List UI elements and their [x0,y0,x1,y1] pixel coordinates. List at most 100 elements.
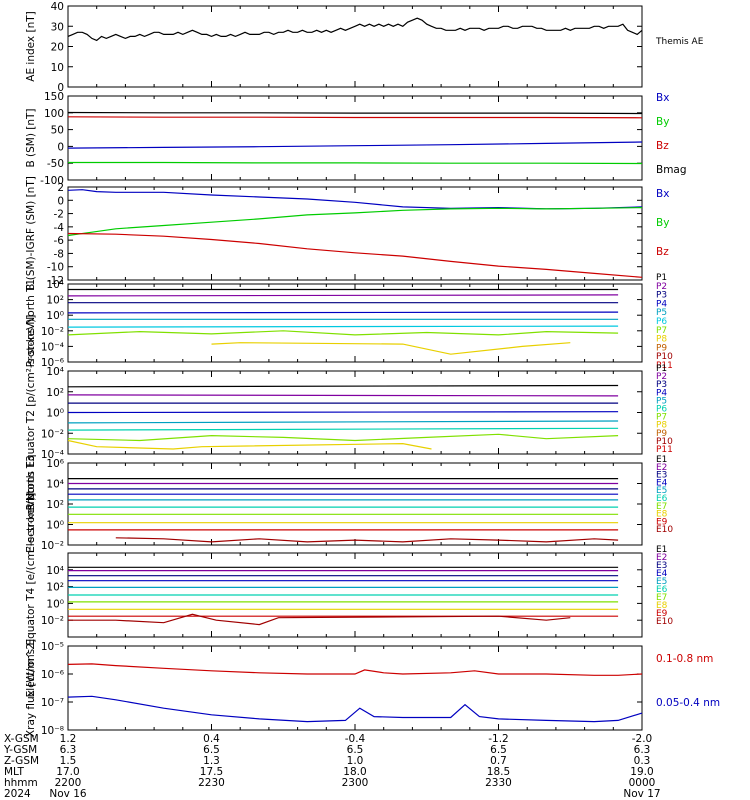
x-row-value: 1.5 [60,755,77,767]
x-row-value: -0.4 [345,733,366,745]
legend-entry: P3 [656,380,667,390]
legend-entry: E6 [656,585,668,595]
legend-entry: P1 [656,364,667,374]
legend-entry: E1 [656,455,667,465]
legend-entry: E10 [656,525,673,535]
series-line-p7 [67,433,619,442]
x-row-label: MLT [4,766,24,778]
x-row-value: -2.0 [632,733,653,745]
series-line-e10 [115,537,619,543]
x-row-value: 18.5 [487,766,510,778]
y-tick-label: 10 [51,62,64,74]
legend-entry: E6 [656,494,668,504]
y-tick-label: 10⁰ [46,408,64,420]
series-line-p8 [67,439,432,450]
series-line-p6 [67,427,619,431]
legend-entry: P8 [656,421,667,431]
legend-entry: E7 [656,502,667,512]
x-row-label: Y-GSM [3,744,37,756]
x-row-value: 0000 [629,777,656,789]
x-row-value: 1.3 [203,755,220,767]
y-axis-label: AE index [nT] [25,11,37,81]
x-row-label: Z-GSM [4,755,39,767]
series-line-p4 [67,411,619,414]
x-row-value: 18.0 [343,766,366,778]
legend-entry: By [656,217,669,229]
legend-entry: P5 [656,396,667,406]
legend-entry: Themis AE [655,37,704,47]
y-tick-label: 10⁻⁴ [41,341,64,353]
legend-entry: E8 [656,601,668,611]
series-line-p2 [67,394,619,397]
legend-entry: By [656,116,669,128]
y-tick-label: 0 [57,141,64,153]
y-tick-label: 10⁻⁶ [41,357,64,369]
y-tick-label: 2 [57,182,64,194]
x-row-value: 19.0 [630,766,653,778]
legend-entry: E5 [656,486,667,496]
legend-entry: P8 [656,335,667,345]
series-line-0-05-0-4-nm [67,695,643,723]
y-tick-label: 10⁴ [46,565,64,577]
x-row-value: 2230 [198,777,225,789]
y-tick-label: -12 [47,275,64,287]
legend-entry: E2 [656,553,667,563]
y-tick-label: 10⁰ [46,598,64,610]
legend-entry: E2 [656,463,667,473]
x-row-value: 6.3 [634,744,651,756]
legend-entry: P9 [656,429,667,439]
legend-entry: E5 [656,577,667,587]
y-tick-label: -50 [47,158,64,170]
legend-entry: E7 [656,593,667,603]
y-tick-label: 10⁴ [46,479,64,491]
x-row-value: 17.0 [56,766,79,778]
y-tick-label: 0 [57,82,64,94]
legend-entry: P7 [656,413,667,423]
y-tick-label: 100 [44,108,64,120]
x-row-value: Nov 17 [623,788,660,800]
y-tick-label: 10⁻² [41,540,64,552]
legend-entry: Bz [656,246,669,258]
y-tick-label: 30 [51,21,64,33]
y-axis-label: Protons Equator T2 [p/(cm²-s-sr-keV)] [25,315,37,511]
y-tick-label: 150 [44,91,64,103]
legend-entry: E9 [656,609,668,619]
legend-entry: Bz [656,140,669,152]
x-row-value: 2200 [55,777,82,789]
y-tick-label: 10⁻² [41,326,64,338]
y-tick-label: -4 [54,222,65,234]
panel-frame [67,95,643,181]
series-line-p2 [67,294,619,297]
series-line-bz [67,116,643,119]
x-row-value: 1.0 [347,755,364,767]
series-line-by [68,161,643,165]
series-line-by [67,207,643,237]
legend-entry: Bx [656,188,669,200]
legend-entry: P11 [656,361,673,371]
legend-entry: E8 [656,510,668,520]
legend-entry: E3 [656,561,667,571]
y-axis-label: Electrons North T3 [25,455,37,553]
y-tick-label: -10 [47,262,64,274]
y-axis-label: Protons North T1 [25,279,37,367]
y-tick-label: 10⁴ [46,279,64,291]
panel-frame [67,462,643,546]
legend-entry: P10 [656,437,673,447]
y-tick-label: 10⁻⁶ [41,669,64,681]
x-row-label: X-GSM [4,733,39,745]
legend-entry: E4 [656,478,668,488]
x-row-value: 6.5 [203,744,220,756]
legend-entry: 0.1-0.8 nm [656,653,713,665]
y-axis-label: B (SM)-IGRF (SM) [nT] [25,176,37,291]
legend-entry: P2 [656,282,667,292]
x-row-label: hhmm [4,777,38,789]
series-line-p6 [67,325,619,328]
legend-entry: 0.05-0.4 nm [656,697,720,709]
y-tick-label: 10⁻⁴ [41,449,64,461]
y-tick-label: 10² [46,387,64,399]
legend-entry: Bmag [656,164,687,176]
y-tick-label: 50 [51,125,64,137]
x-row-value: 2300 [342,777,369,789]
legend-entry: P2 [656,372,667,382]
